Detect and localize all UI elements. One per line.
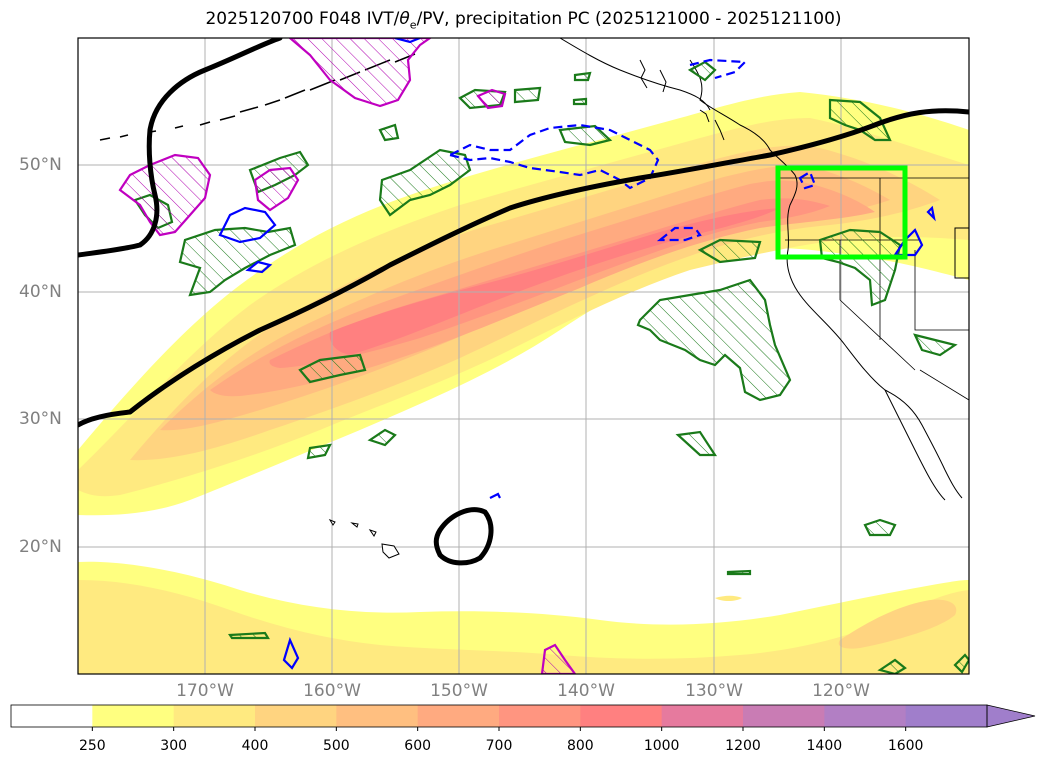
- magenta-contour-d: [476, 88, 507, 110]
- green-contour-s: [877, 658, 907, 674]
- colorbar-tick-label: 600: [404, 738, 432, 754]
- coastlines: [99, 38, 969, 559]
- colorbar-tick-label: 1200: [725, 738, 761, 754]
- green-contour-h: [298, 353, 367, 384]
- ivt-south-300: [78, 580, 969, 674]
- colorbar-cell: [499, 705, 581, 727]
- black-contour-hawaii-loop: [433, 507, 494, 566]
- colorbar-tick-label: 1600: [887, 738, 924, 754]
- hawaii-islands: [328, 518, 400, 559]
- green-contour-q: [913, 333, 958, 357]
- lat-label-40: 40°N: [19, 282, 62, 302]
- baja-coast: [884, 389, 946, 501]
- colorbar-cell: [11, 705, 93, 727]
- magenta-contour-b: [288, 38, 432, 108]
- alaska-coast: [559, 38, 711, 111]
- blue-dashed-a: [446, 123, 660, 190]
- lat-label-30: 30°N: [19, 409, 62, 429]
- lat-label-50: 50°N: [19, 155, 62, 175]
- ivt-shading-south: [78, 561, 969, 674]
- ivt-south-400b: [715, 595, 742, 601]
- green-contour-m: [378, 123, 400, 142]
- blue-solid-a: [218, 206, 277, 244]
- magenta-contours: [118, 38, 577, 674]
- blue-solid-c: [282, 636, 300, 670]
- magenta-contour-c: [253, 166, 300, 212]
- colorbar: [10, 704, 1036, 731]
- green-contour-d: [818, 228, 902, 307]
- green-contour-v: [573, 71, 592, 82]
- title-theta: θ: [399, 9, 410, 29]
- green-contour-b: [378, 148, 472, 217]
- colorbar-cell: [92, 705, 175, 727]
- blue-solid-f: [489, 492, 501, 499]
- lon-label-160w: 160°W: [303, 681, 361, 701]
- colorbar-cell: [336, 705, 419, 727]
- blue-dashed-d: [798, 170, 817, 190]
- green-contour-n: [367, 428, 397, 447]
- colorbar-tick-label: 800: [566, 738, 594, 754]
- islands-coast: [639, 59, 725, 141]
- green-contour-c: [636, 278, 792, 402]
- colorbar-cell: [661, 705, 744, 727]
- green-contour-r: [863, 518, 897, 537]
- green-contour-u: [687, 60, 717, 82]
- colorbar-tick-label: 1400: [806, 738, 843, 754]
- black-contour-northwest: [78, 38, 283, 258]
- title-theta-sub: e: [409, 18, 417, 32]
- colorbar-cell: [173, 705, 256, 727]
- lon-label-140w: 140°W: [557, 681, 615, 701]
- green-contour-w: [228, 631, 270, 640]
- colorbar-extend-arrow: [986, 704, 1036, 728]
- colorbar-tick-label: 300: [160, 738, 188, 754]
- lon-label-170w: 170°W: [176, 681, 234, 701]
- lon-label-120w: 120°W: [812, 681, 870, 701]
- colorbar-cell: [743, 705, 825, 727]
- figure-title: 2025120700 F048 IVT/θe/PV, precipitation…: [0, 9, 1047, 31]
- map-plot: [77, 37, 970, 675]
- highlight-box: [775, 165, 908, 260]
- colorbar-tick-label: 500: [322, 738, 350, 754]
- blue-solid-b: [245, 260, 273, 274]
- blue-solid-e: [394, 38, 421, 44]
- magenta-contour-e: [540, 643, 577, 674]
- colorbar-tick-label: 1000: [643, 738, 680, 754]
- blue-dashed-b: [656, 226, 702, 242]
- map-layers: [78, 38, 969, 674]
- green-contour-y: [572, 97, 588, 106]
- black-contour-main: [78, 108, 969, 428]
- colorbar-cell: [824, 705, 907, 727]
- ivt-south-400: [838, 599, 957, 649]
- colorbar-cell: [417, 705, 500, 727]
- colorbar-tick-label: 250: [78, 738, 106, 754]
- lon-label-130w: 130°W: [685, 681, 743, 701]
- green-contour-a: [178, 226, 297, 297]
- blue-dashed-c: [689, 58, 748, 80]
- colorbar-cell: [905, 705, 988, 727]
- colorbar-tick-label: 700: [485, 738, 513, 754]
- colorbar-cells: [11, 705, 988, 727]
- colorbar-cell: [580, 705, 663, 727]
- lat-label-20: 20°N: [19, 537, 62, 557]
- ivt-band-800: [329, 208, 780, 355]
- north-america-coast: [689, 59, 963, 499]
- green-contour-p: [675, 430, 718, 457]
- map-frame: [77, 37, 970, 675]
- inset-box: [954, 227, 969, 279]
- green-contour-g: [697, 238, 762, 264]
- lon-label-150w: 150°W: [430, 681, 488, 701]
- blue-solid-g: [926, 205, 936, 222]
- green-contour-t: [953, 653, 969, 674]
- title-suffix: /PV, precipitation PC (2025121000 - 2025…: [416, 9, 842, 29]
- colorbar-tick-label: 400: [241, 738, 269, 754]
- green-contour-x: [726, 569, 752, 576]
- title-prefix: 2025120700 F048 IVT/: [205, 9, 400, 29]
- colorbar-cell: [255, 705, 337, 727]
- green-contour-e: [828, 98, 892, 142]
- black-contours: [78, 38, 969, 566]
- green-contour-o: [306, 443, 332, 460]
- green-contour-l: [513, 86, 542, 104]
